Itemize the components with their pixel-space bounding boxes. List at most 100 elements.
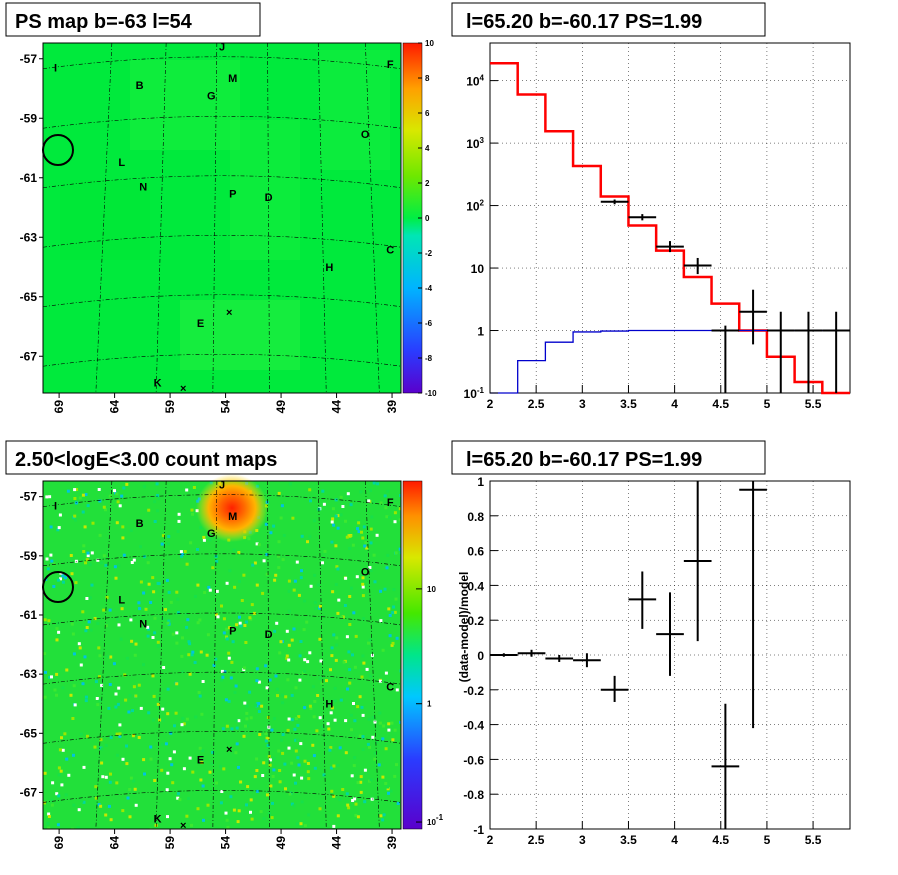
count-pixel [250, 603, 254, 607]
count-pixel [382, 813, 386, 817]
count-pixel [57, 630, 61, 634]
count-pixel [272, 524, 276, 528]
count-pixel [79, 663, 83, 667]
count-pixel [147, 711, 151, 715]
count-pixel [300, 534, 304, 538]
count-pixel [335, 565, 339, 569]
count-pixel [88, 596, 92, 600]
count-pixel [287, 643, 291, 647]
count-pixel [231, 640, 235, 644]
count-pixel [353, 756, 357, 760]
count-pixel [237, 809, 241, 813]
x-tick-label: 4.5 [712, 833, 729, 847]
count-pixel [273, 629, 277, 633]
count-pixel [153, 616, 157, 620]
count-pixel [118, 732, 122, 736]
count-pixel [182, 722, 186, 726]
count-pixel [160, 542, 164, 546]
source-label: H [325, 262, 333, 274]
count-pixel [313, 766, 317, 770]
count-pixel [186, 618, 190, 622]
count-pixel [386, 553, 390, 557]
count-pixel [288, 482, 292, 486]
count-pixel [303, 706, 307, 710]
count-pixel [300, 776, 304, 780]
count-pixel [259, 810, 263, 814]
count-pixel [348, 623, 352, 626]
count-pixel [109, 655, 113, 659]
count-pixel [106, 655, 110, 658]
count-pixel [50, 803, 54, 807]
count-pixel [128, 815, 132, 819]
count-pixel [235, 623, 239, 627]
count-pixel [255, 667, 259, 671]
count-pixel [344, 719, 348, 723]
latitude-line [43, 671, 401, 685]
count-pixel [115, 492, 119, 496]
y-tick-label: -0.8 [463, 788, 484, 802]
count-pixel [326, 722, 330, 726]
count-pixel [180, 654, 184, 658]
count-pixel [220, 790, 224, 793]
source-label: L [118, 157, 125, 169]
count-pixel [363, 768, 367, 772]
count-pixel [52, 562, 56, 566]
count-pixel [332, 824, 336, 828]
count-pixel [293, 727, 297, 731]
count-pixel [271, 801, 274, 805]
count-pixel [61, 748, 65, 752]
count-pixel [387, 607, 391, 611]
count-pixel [162, 666, 166, 669]
count-pixel [293, 579, 297, 583]
count-pixel [108, 608, 112, 612]
y-tick-label: -57 [20, 52, 38, 66]
spectrum-panel: l=65.20 b=-60.17 PS=1.99 2 2.5 3 3.5 4 4.5 5 5.… [451, 2, 851, 411]
count-pixel [120, 607, 124, 611]
latitude-line [43, 731, 401, 744]
count-pixel [373, 751, 377, 755]
count-pixel [362, 661, 366, 665]
count-pixel [177, 512, 181, 516]
count-pixel [176, 792, 180, 796]
count-pixel [395, 763, 398, 767]
count-pixel [108, 780, 112, 784]
count-pixel [367, 499, 371, 503]
count-pixel [69, 693, 73, 697]
count-pixel [307, 777, 311, 781]
count-pixel [335, 636, 339, 640]
count-pixel [169, 600, 173, 604]
count-pixel [86, 734, 89, 738]
count-pixel [251, 563, 255, 567]
count-pixel [341, 505, 345, 508]
source-label: D [265, 192, 273, 204]
x-tick-label: 5 [764, 833, 771, 847]
count-pixel [333, 718, 337, 722]
count-pixel [355, 575, 359, 579]
count-pixel [383, 494, 387, 498]
count-pixel [187, 640, 191, 644]
x-tick-label: 44 [330, 836, 344, 850]
count-map-panel: 2.50<logE<3.00 count maps × × J I F B MG O L N P… [5, 440, 444, 850]
count-pixel [389, 789, 393, 793]
count-pixel [330, 520, 334, 524]
count-pixel [307, 813, 311, 817]
count-pixel [369, 541, 373, 545]
count-pixel [354, 634, 358, 638]
count-pixel [394, 597, 398, 601]
count-pixel [117, 686, 121, 690]
count-pixel [167, 619, 171, 623]
count-pixel [312, 754, 316, 758]
count-pixel [161, 534, 165, 538]
count-pixel [270, 816, 274, 820]
count-pixel [175, 590, 179, 594]
count-pixel [277, 491, 281, 495]
count-pixel [247, 537, 251, 541]
count-pixel [378, 679, 382, 683]
count-pixel [165, 578, 169, 582]
count-pixel [55, 672, 59, 676]
count-pixel [147, 582, 151, 586]
source-label: M [228, 73, 237, 85]
x-tick-label: 3 [579, 397, 586, 411]
count-pixel [371, 735, 375, 739]
count-pixel [128, 788, 132, 791]
